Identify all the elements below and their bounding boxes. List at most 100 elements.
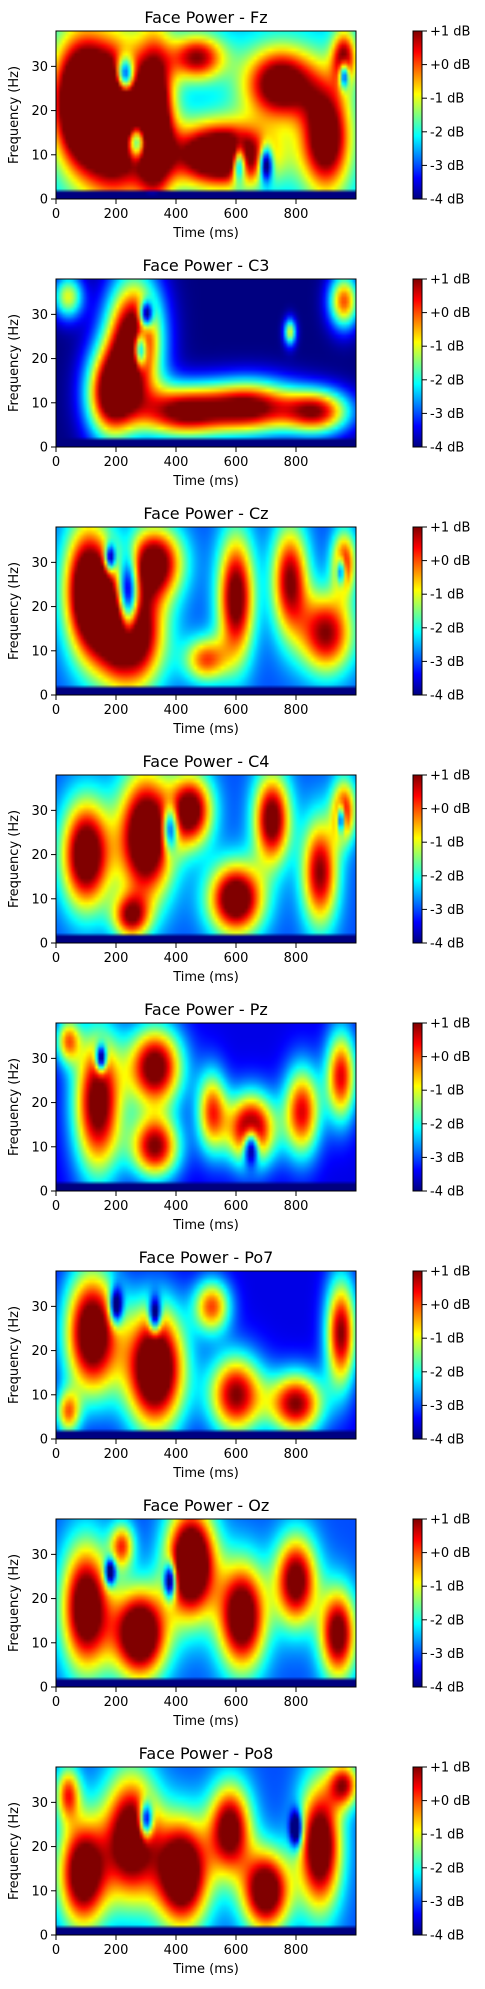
x-tick-label: 200 <box>104 1199 129 1214</box>
colorbar-tick-label: -4 dB <box>430 1433 464 1448</box>
x-tick-label: 400 <box>164 1447 189 1462</box>
y-tick-label: 30 <box>31 556 48 571</box>
y-tick-label: 20 <box>31 1840 48 1855</box>
y-tick-label: 20 <box>31 848 48 863</box>
colorbar-tick-label: -1 dB <box>430 1332 464 1347</box>
y-tick-label: 30 <box>31 1796 48 1811</box>
x-tick-label: 600 <box>224 207 249 222</box>
chart-title: Face Power - Oz <box>143 1496 270 1515</box>
axes-frame <box>55 1022 357 1192</box>
heatmap-image <box>56 775 356 943</box>
y-axis-label: Frequency (Hz) <box>7 562 22 660</box>
axes-frame <box>55 1270 357 1440</box>
y-tick-label: 0 <box>40 1929 48 1944</box>
x-tick-label: 0 <box>52 1199 60 1214</box>
x-axis-label: Time (ms) <box>172 722 239 737</box>
colorbar-tick-label: -2 dB <box>430 869 464 884</box>
x-tick-label: 0 <box>52 1695 60 1710</box>
spectrogram-chart: Face Power - Oz 0 200 400 600 800 0 10 20 30 Time … <box>7 1496 470 1729</box>
colorbar-tick-label: -4 dB <box>430 1185 464 1200</box>
colorbar-tick-label: +1 dB <box>430 521 470 536</box>
colorbar-tick-label: -3 dB <box>430 655 464 670</box>
colorbar-tick-label: +0 dB <box>430 1298 470 1313</box>
x-tick-label: 800 <box>284 1199 309 1214</box>
x-tick-label: 800 <box>284 207 309 222</box>
x-tick-label: 0 <box>52 1447 60 1462</box>
spectrogram-chart: Face Power - Fz 0 200 400 600 800 0 10 20 30 Time … <box>7 8 470 241</box>
y-tick-label: 30 <box>31 804 48 819</box>
colorbar-tick-label: +1 dB <box>430 273 470 288</box>
y-tick-label: 20 <box>31 600 48 615</box>
x-tick-label: 600 <box>224 455 249 470</box>
colorbar-tick-label: -2 dB <box>430 1613 464 1628</box>
y-tick-label: 30 <box>31 1548 48 1563</box>
colorbar-tick-label: +1 dB <box>430 1265 470 1280</box>
colorbar-tick-label: +1 dB <box>430 1761 470 1776</box>
x-axis-label: Time (ms) <box>172 1218 239 1233</box>
x-axis-label: Time (ms) <box>172 226 239 241</box>
colorbar <box>412 1270 423 1440</box>
colorbar-tick-label: +0 dB <box>430 554 470 569</box>
chart-title: Face Power - Po8 <box>139 1744 274 1763</box>
colorbar-tick-label: -1 dB <box>430 588 464 603</box>
spectrogram-chart: Face Power - Cz 0 200 400 600 800 0 10 20 30 Time … <box>7 504 470 737</box>
x-axis-label: Time (ms) <box>172 474 239 489</box>
y-tick-label: 10 <box>31 148 48 163</box>
x-tick-label: 0 <box>52 455 60 470</box>
colorbar <box>412 1518 423 1688</box>
y-tick-label: 10 <box>31 1140 48 1155</box>
chart-title: Face Power - Cz <box>143 504 268 523</box>
y-tick-label: 0 <box>40 1185 48 1200</box>
y-tick-label: 20 <box>31 352 48 367</box>
colorbar-tick-label: -1 dB <box>430 1084 464 1099</box>
colorbar-tick-label: -1 dB <box>430 92 464 107</box>
axes-frame <box>55 1766 357 1936</box>
chart-title: Face Power - C4 <box>143 752 270 771</box>
colorbar-tick-label: -1 dB <box>430 340 464 355</box>
spectrogram-chart: Face Power - C4 0 200 400 600 800 0 10 20 30 Time … <box>7 752 470 985</box>
axes-frame <box>55 30 357 200</box>
y-tick-label: 30 <box>31 1052 48 1067</box>
chart-title: Face Power - C3 <box>143 256 270 275</box>
x-tick-label: 0 <box>52 703 60 718</box>
y-tick-label: 10 <box>31 396 48 411</box>
colorbar <box>412 1766 423 1936</box>
spectrogram-panel: Face Power - Pz 0 200 400 600 800 0 10 20 30 Time … <box>0 992 485 1240</box>
axes-frame <box>55 1518 357 1688</box>
x-tick-label: 400 <box>164 951 189 966</box>
y-tick-label: 0 <box>40 937 48 952</box>
y-tick-label: 10 <box>31 1884 48 1899</box>
heatmap-image <box>56 279 356 447</box>
colorbar-tick-label: -4 dB <box>430 193 464 208</box>
x-tick-label: 200 <box>104 1943 129 1958</box>
x-tick-label: 400 <box>164 455 189 470</box>
x-tick-label: 600 <box>224 1447 249 1462</box>
x-tick-label: 400 <box>164 1695 189 1710</box>
colorbar-tick-label: +1 dB <box>430 1513 470 1528</box>
colorbar-tick-label: +1 dB <box>430 25 470 40</box>
x-tick-label: 800 <box>284 1447 309 1462</box>
colorbar-tick-label: -2 dB <box>430 621 464 636</box>
colorbar-tick-label: -4 dB <box>430 1929 464 1944</box>
colorbar-tick-label: -4 dB <box>430 937 464 952</box>
spectrogram-chart: Face Power - Po8 0 200 400 600 800 0 10 20 30 Time… <box>7 1744 470 1977</box>
spectrogram-panel: Face Power - Cz 0 200 400 600 800 0 10 20 30 Time … <box>0 496 485 744</box>
x-tick-label: 400 <box>164 207 189 222</box>
colorbar-tick-label: +0 dB <box>430 58 470 73</box>
x-tick-label: 400 <box>164 1199 189 1214</box>
colorbar-tick-label: +0 dB <box>430 1050 470 1065</box>
x-tick-label: 200 <box>104 951 129 966</box>
x-tick-label: 200 <box>104 1695 129 1710</box>
y-axis-label: Frequency (Hz) <box>7 1306 22 1404</box>
colorbar-tick-label: -4 dB <box>430 441 464 456</box>
spectrogram-panel: Face Power - Po7 0 200 400 600 800 0 10 20 30 Time… <box>0 1240 485 1488</box>
colorbar-tick-label: +1 dB <box>430 1017 470 1032</box>
y-axis-label: Frequency (Hz) <box>7 1802 22 1900</box>
x-tick-label: 800 <box>284 1943 309 1958</box>
chart-title: Face Power - Pz <box>144 1000 268 1019</box>
x-axis-label: Time (ms) <box>172 970 239 985</box>
x-tick-label: 200 <box>104 207 129 222</box>
y-axis-label: Frequency (Hz) <box>7 1554 22 1652</box>
colorbar-tick-label: -3 dB <box>430 1895 464 1910</box>
y-tick-label: 10 <box>31 1636 48 1651</box>
